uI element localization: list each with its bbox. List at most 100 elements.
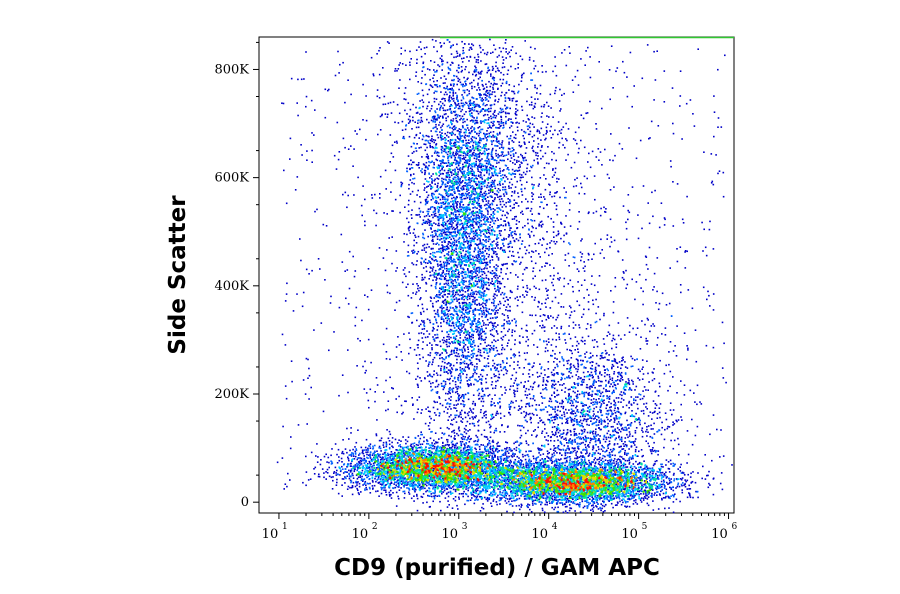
event-dot [434,491,436,494]
event-dot [433,496,436,499]
event-dot [474,476,477,479]
event-dot [369,464,371,466]
event-dot [447,495,450,498]
event-dot [457,477,460,480]
event-dot [419,443,422,446]
event-dot [406,468,409,471]
event-dot [481,481,483,484]
event-dot [441,488,443,490]
event-dot [465,456,467,459]
event-dot [491,448,494,450]
event-dot [410,497,413,500]
event-dot [428,455,431,457]
event-dot [417,484,420,486]
event-dot [464,471,467,473]
event-dot [428,487,430,489]
event-dot [420,431,422,433]
event-dot [433,447,435,450]
event-dot [364,469,367,471]
event-dot [451,469,454,472]
event-dot [359,457,361,459]
event-dot [385,445,388,448]
event-dot [412,443,414,445]
event-dot [444,481,447,484]
event-dot [412,483,414,486]
event-dot [399,458,401,460]
event-dot [453,437,455,439]
event-dot [485,445,488,448]
event-dot [420,473,422,476]
event-dot [398,462,401,465]
event-dot [450,441,453,444]
event-dot [396,449,399,452]
event-dot [452,473,454,475]
event-dot [399,448,401,451]
event-dot [668,471,671,473]
event-dot [511,500,513,502]
event-dot [442,491,445,493]
event-dot [465,474,468,477]
event-dot [425,490,427,493]
event-dot [427,477,430,479]
event-dot [372,469,375,471]
event-dot [390,451,393,453]
event-dot [446,441,449,443]
event-dot [442,477,445,480]
event-dot [428,473,430,476]
event-dot [424,473,426,475]
event-dot [654,492,656,494]
event-dot [434,494,437,497]
event-dot [475,466,478,468]
event-dot [455,468,457,470]
event-dot [447,486,450,488]
event-dot [441,455,443,457]
event-dot [500,494,503,496]
event-dot [407,451,410,453]
event-dot [504,461,506,463]
event-dot [354,464,357,466]
event-dot [470,437,472,440]
event-dot [440,479,442,481]
event-dot [457,463,460,466]
event-dot [417,469,420,471]
event-dot [421,475,423,477]
event-dot [410,472,413,475]
event-dot [430,473,432,475]
event-dot [425,477,427,479]
event-dot [336,462,339,464]
event-dot [500,460,502,463]
event-dot [514,459,517,461]
event-dot [361,449,364,452]
event-dot [412,458,415,461]
event-dot [434,451,436,454]
event-dot [390,459,393,461]
event-dot [512,452,514,455]
event-dot [506,450,509,453]
event-dot [417,475,420,478]
event-dot [491,481,494,484]
event-dot [437,477,439,479]
event-dot [388,447,391,450]
event-dot [431,457,433,460]
event-dot [518,461,520,463]
event-dot [427,479,430,481]
event-dot [323,455,326,458]
event-dot [363,478,366,480]
event-dot [487,473,490,475]
event-dot [379,462,381,465]
event-dot [476,456,479,458]
event-dot [376,456,379,458]
event-dot [444,460,447,462]
event-dot [493,480,496,482]
event-dot [465,483,468,486]
event-dot [469,472,472,475]
event-dot [449,479,452,481]
event-dot [475,448,477,451]
event-dot [473,478,475,481]
event-dot [501,449,504,452]
event-dot [502,464,504,467]
event-dot [469,471,472,473]
event-dot [403,467,406,470]
event-dot [467,489,469,492]
event-dot [486,444,489,446]
